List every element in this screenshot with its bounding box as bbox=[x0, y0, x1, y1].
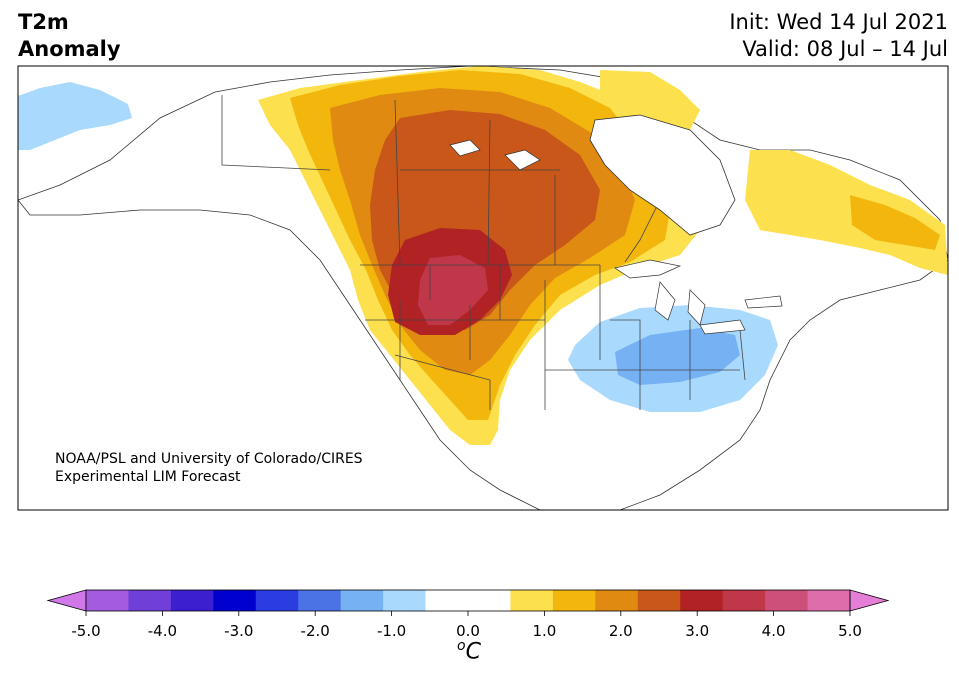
data-credit: NOAA/PSL and University of Colorado/CIRE… bbox=[55, 450, 363, 486]
colorbar-tick-label: 5.0 bbox=[838, 622, 862, 640]
title-line-2: Anomaly bbox=[18, 37, 121, 61]
colorbar-tick-label: -5.0 bbox=[71, 622, 100, 640]
warm-anomaly-region bbox=[745, 150, 948, 275]
map-title: T2m Anomaly bbox=[18, 9, 121, 63]
colorbar-tick-label: 3.0 bbox=[685, 622, 709, 640]
credit-line-2: Experimental LIM Forecast bbox=[55, 469, 241, 485]
colorbar-tick-label: 4.0 bbox=[762, 622, 786, 640]
forecast-dates: Init: Wed 14 Jul 2021 Valid: 08 Jul – 14… bbox=[729, 9, 948, 63]
colorbar-swatch bbox=[595, 590, 639, 611]
colorbar-swatch bbox=[637, 590, 681, 611]
colorbar-swatch bbox=[383, 590, 427, 611]
valid-range: Valid: 08 Jul – 14 Jul bbox=[742, 37, 948, 61]
great-lakes bbox=[449, 139, 783, 335]
colorbar-tick-label: 2.0 bbox=[609, 622, 633, 640]
map-frame bbox=[17, 65, 949, 511]
cool-anomaly-region bbox=[615, 328, 740, 385]
cool-anomaly-region bbox=[18, 82, 132, 150]
colorbar-tick-label: -1.0 bbox=[377, 622, 406, 640]
colorbar-tick-label: 1.0 bbox=[532, 622, 556, 640]
colorbar-tick-label: -4.0 bbox=[148, 622, 177, 640]
colorbar-swatch bbox=[807, 590, 851, 611]
colorbar-swatch bbox=[765, 590, 809, 611]
colorbar-tick-label: -3.0 bbox=[224, 622, 253, 640]
degree-sign: o bbox=[457, 638, 466, 654]
init-date: Init: Wed 14 Jul 2021 bbox=[729, 10, 948, 34]
colorbar-swatch bbox=[510, 590, 554, 611]
colorbar-swatches bbox=[46, 589, 890, 612]
colorbar-extension-high bbox=[849, 589, 890, 612]
colorbar-swatch bbox=[255, 590, 299, 611]
colorbar-swatch bbox=[128, 590, 172, 611]
colorbar-tick-label: 0.0 bbox=[456, 622, 480, 640]
colorbar-tick-label: -2.0 bbox=[301, 622, 330, 640]
colorbar-extension-low bbox=[46, 589, 87, 612]
colorbar-swatch bbox=[298, 590, 342, 611]
colorbar-swatch bbox=[340, 590, 384, 611]
colorbar-swatch bbox=[680, 590, 724, 611]
colorbar-swatch bbox=[170, 590, 214, 611]
colorbar-swatch bbox=[722, 590, 766, 611]
colorbar-swatch bbox=[425, 590, 469, 611]
unit-letter: C bbox=[465, 639, 481, 665]
colorbar-swatch bbox=[213, 590, 257, 611]
colorbar-swatch bbox=[86, 590, 129, 611]
colorbar-unit: oC bbox=[440, 638, 498, 664]
colorbar-swatch bbox=[552, 590, 596, 611]
hudson-bay bbox=[589, 114, 736, 236]
warm-anomaly-region bbox=[418, 255, 488, 325]
colorbar-ticks: -5.0 -4.0 -3.0 -2.0 -1.0 0.0 1.0 2.0 3.0 4.0 5.0 bbox=[71, 611, 862, 640]
warm-anomaly-region bbox=[850, 195, 940, 250]
title-line-1: T2m bbox=[18, 10, 69, 34]
credit-line-1: NOAA/PSL and University of Colorado/CIRE… bbox=[55, 451, 363, 467]
colorbar-swatch bbox=[468, 590, 511, 611]
political-boundaries bbox=[221, 95, 746, 410]
